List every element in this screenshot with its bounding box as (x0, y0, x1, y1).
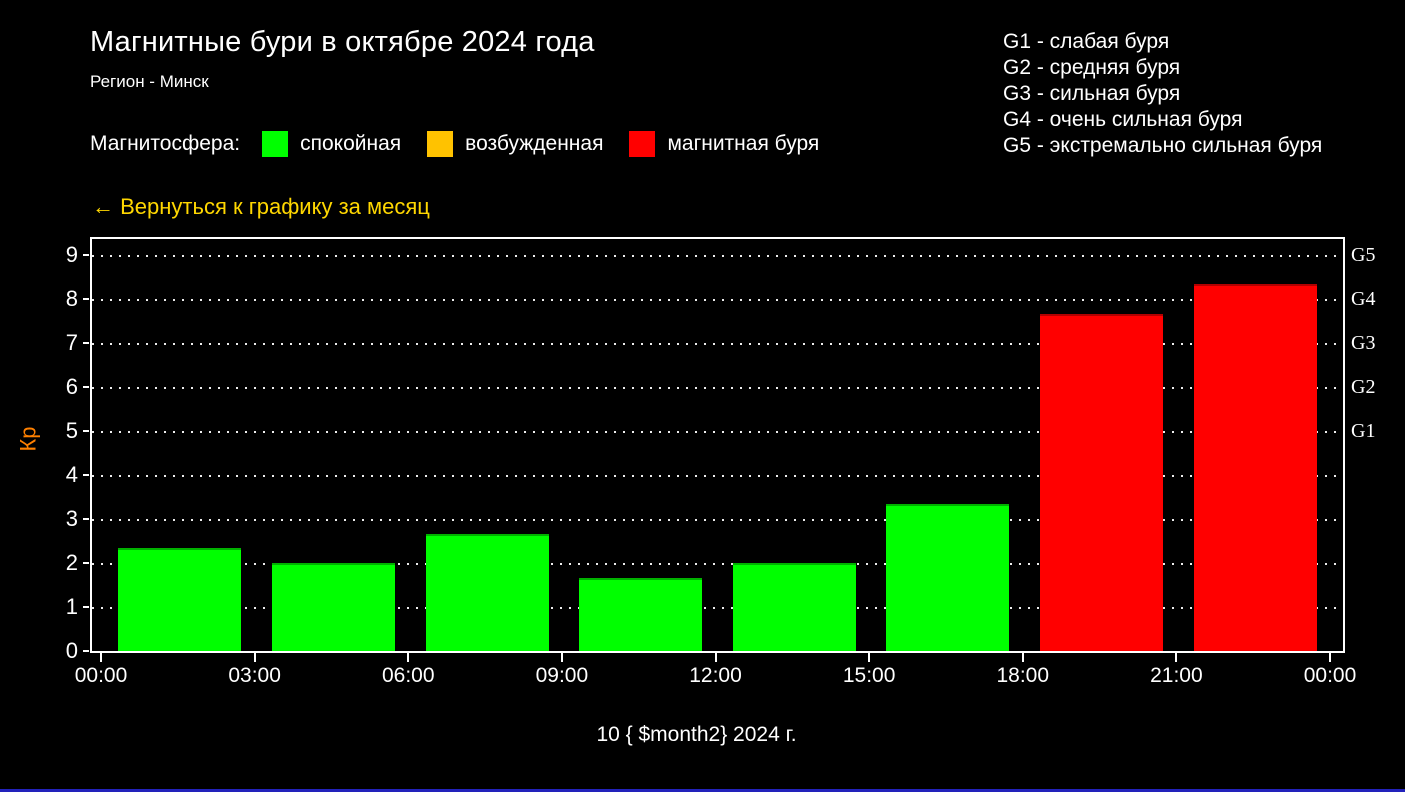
y-tick-mark-7 (83, 342, 89, 344)
plot-area (90, 237, 1345, 653)
x-tick-mark-0 (100, 653, 102, 662)
x-tick-mark-7 (1175, 653, 1178, 662)
kp-bar-12:00–15:00 (732, 563, 856, 651)
storm-scale-item: G1 - слабая буря (1003, 30, 1170, 53)
right-axis-label-G5: G5 (1351, 244, 1376, 266)
y-tick-label-9: 9 (65, 242, 78, 267)
legend-item: возбужденная (427, 131, 603, 157)
x-tick-mark-2 (407, 653, 410, 662)
storm-scale-legend: G1 - слабая буря G2 - средняя буря G3 - си… (1003, 29, 1322, 159)
x-tick-mark-4 (714, 653, 717, 662)
x-tick-label-0: 00:00 (74, 664, 128, 687)
x-tick-label-4: 12:00 (689, 664, 742, 687)
gridline-kp-2 (92, 563, 1343, 565)
x-tick-mark-6 (1021, 653, 1024, 662)
y-tick-mark-3 (83, 518, 89, 520)
y-tick-mark-2 (83, 562, 89, 564)
y-tick-label-2: 2 (65, 550, 78, 575)
y-tick-label-0: 0 (65, 638, 78, 663)
magnetosphere-legend: Магнитосфера: спокойная возбужденная магни… (90, 131, 845, 157)
y-tick-mark-1 (83, 606, 89, 608)
x-tick-label-3: 09:00 (535, 664, 589, 687)
bottom-accent-line (0, 789, 1405, 792)
kp-bar-09:00–12:00 (579, 578, 703, 651)
magnetosphere-legend-items: спокойная возбужденная магнитная буря (262, 131, 845, 157)
storm-scale-item: G3 - сильная буря (1003, 82, 1181, 105)
legend-color-swatch (262, 131, 289, 157)
region-subtitle: Регион - Минск (90, 72, 209, 91)
y-tick-mark-5 (83, 430, 89, 432)
y-tick-mark-6 (83, 386, 89, 388)
kp-bar-03:00–06:00 (271, 563, 395, 651)
x-tick-label-1: 03:00 (228, 664, 281, 687)
legend-item-label: возбужденная (465, 132, 604, 155)
gridline-kp-3 (92, 519, 1343, 521)
x-tick-mark-5 (868, 653, 871, 662)
page-title: Магнитные бури в октябре 2024 года (90, 26, 595, 58)
right-axis-label-G3: G3 (1351, 332, 1376, 354)
x-tick-label-6: 18:00 (996, 664, 1050, 687)
gridline-kp-1 (92, 607, 1343, 609)
magnetosphere-legend-title: Магнитосфера: (90, 132, 241, 155)
y-tick-mark-0 (83, 650, 89, 652)
y-tick-mark-9 (83, 254, 89, 256)
x-tick-label-7: 21:00 (1150, 664, 1203, 687)
storm-scale-item: G2 - средняя буря (1003, 56, 1181, 79)
right-axis-label-G4: G4 (1351, 288, 1376, 310)
storm-scale-item: G5 - экстремально сильная буря (1003, 134, 1323, 157)
x-axis-title: 10 { $month2} 2024 г. (596, 723, 797, 746)
kp-bar-15:00–18:00 (886, 504, 1010, 651)
y-tick-label-3: 3 (65, 506, 78, 531)
y-tick-label-7: 7 (65, 330, 78, 355)
gridline-kp-8 (92, 299, 1343, 301)
y-tick-label-8: 8 (65, 286, 78, 311)
right-axis-label-G2: G2 (1351, 376, 1376, 398)
y-tick-label-6: 6 (65, 374, 78, 399)
x-tick-mark-8 (1329, 653, 1331, 662)
kp-bar-21:00–00:00 (1193, 284, 1317, 651)
gridline-kp-7 (92, 343, 1343, 345)
legend-color-swatch (427, 131, 454, 157)
x-tick-label-2: 06:00 (381, 664, 435, 687)
legend-item: магнитная буря (629, 131, 819, 157)
legend-color-swatch (629, 131, 656, 157)
x-tick-mark-1 (253, 653, 256, 662)
gridline-kp-6 (92, 387, 1343, 389)
legend-item: спокойная (262, 131, 401, 157)
y-tick-label-5: 5 (65, 418, 78, 443)
right-axis-label-G1: G1 (1351, 420, 1376, 442)
gridline-kp-4 (92, 475, 1343, 477)
storm-scale-item: G4 - очень сильная буря (1003, 108, 1243, 131)
kp-bar-06:00–09:00 (425, 534, 549, 651)
kp-bar-00:00–03:00 (118, 548, 242, 651)
y-tick-label-4: 4 (65, 462, 78, 487)
y-axis-title: Кр (15, 426, 41, 452)
kp-bar-18:00–21:00 (1040, 314, 1164, 651)
x-tick-label-5: 15:00 (842, 664, 896, 687)
legend-item-label: спокойная (300, 132, 402, 155)
y-tick-label-1: 1 (65, 594, 78, 619)
y-tick-mark-4 (83, 474, 89, 476)
x-tick-label-8: 00:00 (1303, 664, 1357, 687)
gridline-kp-5 (92, 431, 1343, 433)
legend-item-label: магнитная буря (667, 132, 820, 155)
gridline-kp-9 (92, 255, 1343, 257)
x-tick-mark-3 (560, 653, 563, 662)
back-to-month-link[interactable]: ← Вернуться к графику за месяц (92, 194, 430, 219)
y-tick-mark-8 (83, 298, 89, 300)
